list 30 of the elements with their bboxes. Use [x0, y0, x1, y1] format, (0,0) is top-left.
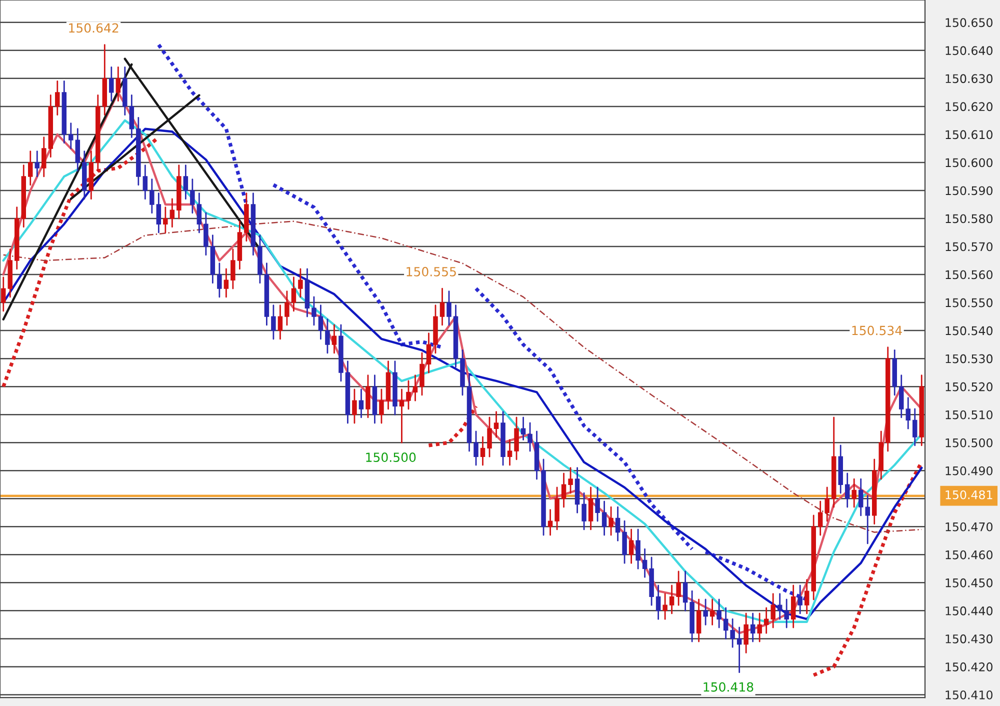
y-tick-label: 150.640: [946, 46, 992, 56]
y-tick-label: 150.410: [946, 690, 992, 700]
annotation: 150.555: [406, 266, 456, 276]
y-tick-label: 150.490: [946, 466, 992, 476]
y-tick-label: 150.570: [946, 242, 992, 252]
y-tick-label: 150.610: [946, 130, 992, 140]
y-tick-label: 150.650: [946, 18, 992, 28]
annotation: 150.418: [704, 682, 754, 692]
y-tick-label: 150.450: [946, 578, 992, 588]
y-tick-label: 150.470: [946, 522, 992, 532]
y-tick-label: 150.620: [946, 102, 992, 112]
ref-line-label: 150.481: [946, 490, 992, 500]
annotation: 150.642: [69, 23, 118, 33]
annotation: 150.500: [366, 452, 416, 462]
y-tick-label: 150.580: [946, 214, 992, 224]
y-tick-label: 150.500: [946, 438, 992, 448]
y-tick-label: 150.460: [946, 550, 992, 560]
annotation: 150.534: [852, 326, 902, 336]
y-tick-label: 150.510: [946, 410, 992, 420]
y-tick-label: 150.600: [946, 158, 992, 168]
y-tick-label: 150.630: [946, 74, 992, 84]
y-tick-label: 150.540: [946, 326, 992, 336]
y-tick-label: 150.530: [946, 354, 992, 364]
y-tick-label: 150.440: [946, 606, 992, 616]
y-tick-label: 150.590: [946, 186, 992, 196]
y-tick-label: 150.550: [946, 298, 992, 308]
y-tick-label: 150.560: [946, 270, 992, 280]
y-tick-label: 150.420: [946, 662, 992, 672]
y-tick-label: 150.520: [946, 382, 992, 392]
y-tick-label: 150.430: [946, 634, 992, 644]
